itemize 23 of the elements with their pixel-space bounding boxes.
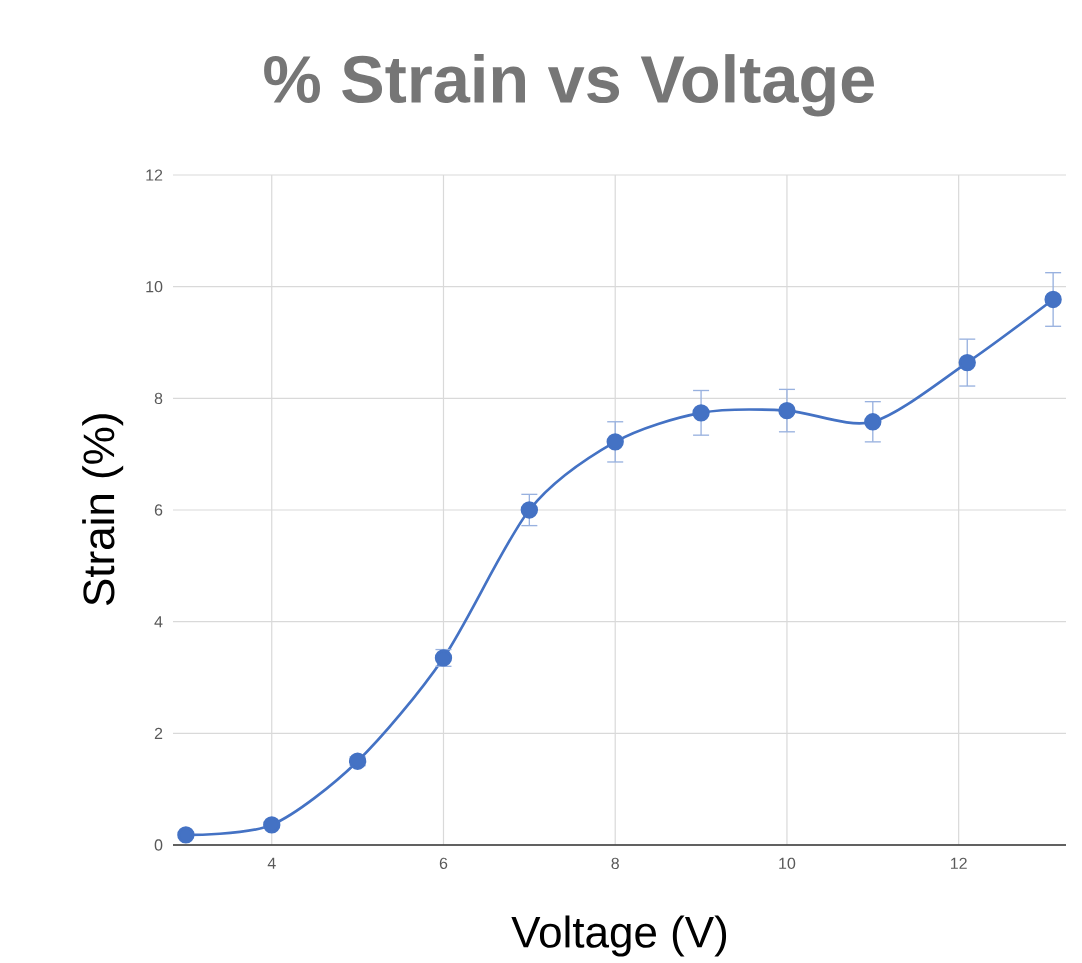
y-tick-label: 10	[146, 280, 163, 293]
y-tick-label: 6	[154, 504, 163, 516]
point	[692, 404, 710, 422]
point	[958, 353, 976, 372]
y-tick-label: 0	[154, 839, 163, 851]
x-tick-label: 10	[779, 857, 796, 870]
point	[520, 501, 539, 519]
point	[1044, 290, 1062, 309]
x-tick-label: 4	[267, 857, 276, 869]
y-tick-label: 8	[154, 392, 163, 404]
y-tick-label: 4	[154, 616, 163, 628]
point	[177, 826, 195, 844]
y-tick-label: 12	[146, 169, 163, 181]
y-tick-label: 2	[154, 727, 163, 739]
point	[606, 433, 624, 451]
x-tick-label: 12	[950, 857, 967, 869]
point	[778, 401, 796, 420]
x-tick-label: 8	[611, 857, 619, 870]
y-axis-title: Strain (%)	[82, 414, 124, 606]
point	[864, 413, 882, 431]
chart-title: % Strain vs Voltage	[264, 54, 874, 117]
x-tick-label: 6	[439, 857, 448, 870]
x-axis-title: Voltage (V)	[511, 915, 727, 957]
